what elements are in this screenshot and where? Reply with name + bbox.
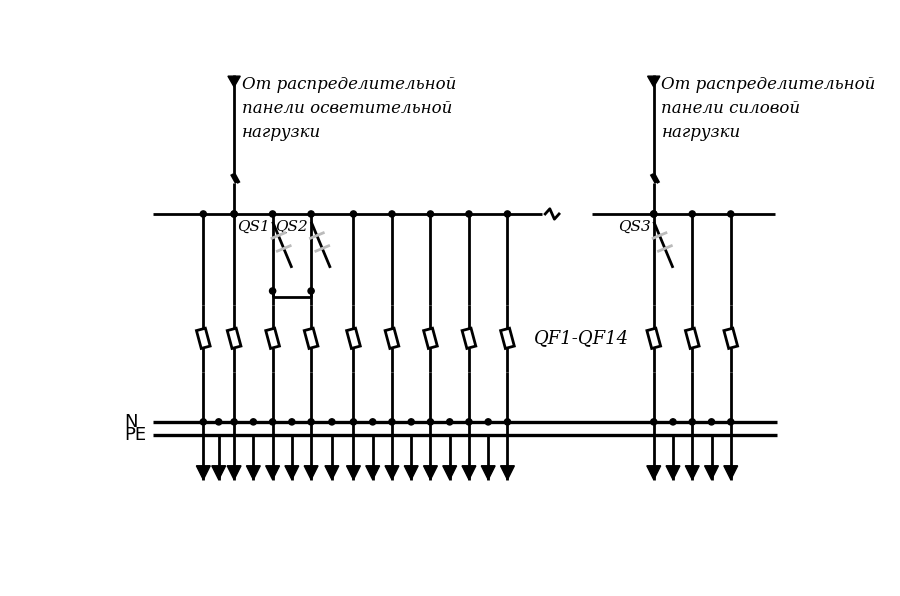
- Circle shape: [308, 419, 314, 425]
- Polygon shape: [266, 465, 280, 480]
- Polygon shape: [304, 465, 318, 480]
- Polygon shape: [385, 465, 399, 480]
- Circle shape: [389, 211, 395, 217]
- Polygon shape: [705, 465, 718, 480]
- Circle shape: [670, 419, 676, 425]
- Polygon shape: [346, 465, 360, 480]
- Circle shape: [651, 211, 657, 217]
- Circle shape: [408, 419, 414, 425]
- Polygon shape: [724, 328, 738, 349]
- Circle shape: [289, 419, 295, 425]
- Circle shape: [350, 211, 356, 217]
- Circle shape: [728, 211, 733, 217]
- Circle shape: [689, 419, 696, 425]
- Polygon shape: [685, 465, 699, 480]
- Circle shape: [308, 211, 314, 217]
- Circle shape: [269, 419, 275, 425]
- Circle shape: [350, 419, 356, 425]
- Circle shape: [231, 211, 238, 217]
- Circle shape: [428, 211, 434, 217]
- Circle shape: [651, 211, 657, 217]
- Text: QS3: QS3: [618, 220, 651, 234]
- Polygon shape: [462, 328, 476, 349]
- Polygon shape: [724, 465, 738, 480]
- Circle shape: [466, 211, 472, 217]
- Circle shape: [216, 419, 221, 425]
- Polygon shape: [227, 328, 241, 349]
- Circle shape: [651, 419, 657, 425]
- Polygon shape: [196, 328, 211, 349]
- Polygon shape: [212, 465, 226, 480]
- Polygon shape: [227, 465, 241, 480]
- Circle shape: [370, 419, 376, 425]
- Text: От распределительной
панели осветительной
нагрузки: От распределительной панели осветительно…: [242, 76, 456, 141]
- Polygon shape: [196, 465, 211, 480]
- Text: PE: PE: [124, 426, 146, 444]
- Circle shape: [200, 211, 206, 217]
- Circle shape: [466, 419, 472, 425]
- Polygon shape: [247, 465, 260, 480]
- Circle shape: [708, 419, 715, 425]
- Circle shape: [504, 211, 510, 217]
- Polygon shape: [365, 465, 380, 480]
- Polygon shape: [424, 465, 437, 480]
- Circle shape: [428, 419, 434, 425]
- Circle shape: [485, 419, 491, 425]
- Polygon shape: [404, 465, 419, 480]
- Polygon shape: [346, 328, 360, 349]
- Polygon shape: [462, 465, 476, 480]
- Polygon shape: [266, 328, 280, 349]
- Polygon shape: [304, 328, 318, 349]
- Polygon shape: [666, 465, 680, 480]
- Circle shape: [269, 211, 275, 217]
- Text: QF1-QF14: QF1-QF14: [535, 330, 629, 347]
- Polygon shape: [228, 76, 240, 87]
- Circle shape: [250, 419, 256, 425]
- Circle shape: [200, 419, 206, 425]
- Polygon shape: [285, 465, 299, 480]
- Polygon shape: [325, 465, 338, 480]
- Polygon shape: [648, 76, 660, 87]
- Polygon shape: [500, 328, 514, 349]
- Circle shape: [308, 288, 314, 294]
- Circle shape: [446, 419, 453, 425]
- Text: QS2: QS2: [275, 220, 308, 234]
- Circle shape: [231, 419, 238, 425]
- Circle shape: [504, 419, 510, 425]
- Polygon shape: [647, 465, 661, 480]
- Circle shape: [728, 419, 733, 425]
- Circle shape: [269, 288, 275, 294]
- Polygon shape: [500, 465, 515, 480]
- Polygon shape: [443, 465, 456, 480]
- Circle shape: [689, 211, 696, 217]
- Circle shape: [231, 211, 238, 217]
- Text: QS1: QS1: [237, 220, 269, 234]
- Polygon shape: [686, 328, 699, 349]
- Polygon shape: [647, 328, 661, 349]
- Text: N: N: [124, 413, 138, 431]
- Polygon shape: [482, 465, 495, 480]
- Circle shape: [389, 419, 395, 425]
- Polygon shape: [385, 328, 399, 349]
- Text: От распределительной
панели силовой
нагрузки: От распределительной панели силовой нагр…: [662, 76, 876, 141]
- Circle shape: [328, 419, 335, 425]
- Polygon shape: [424, 328, 437, 349]
